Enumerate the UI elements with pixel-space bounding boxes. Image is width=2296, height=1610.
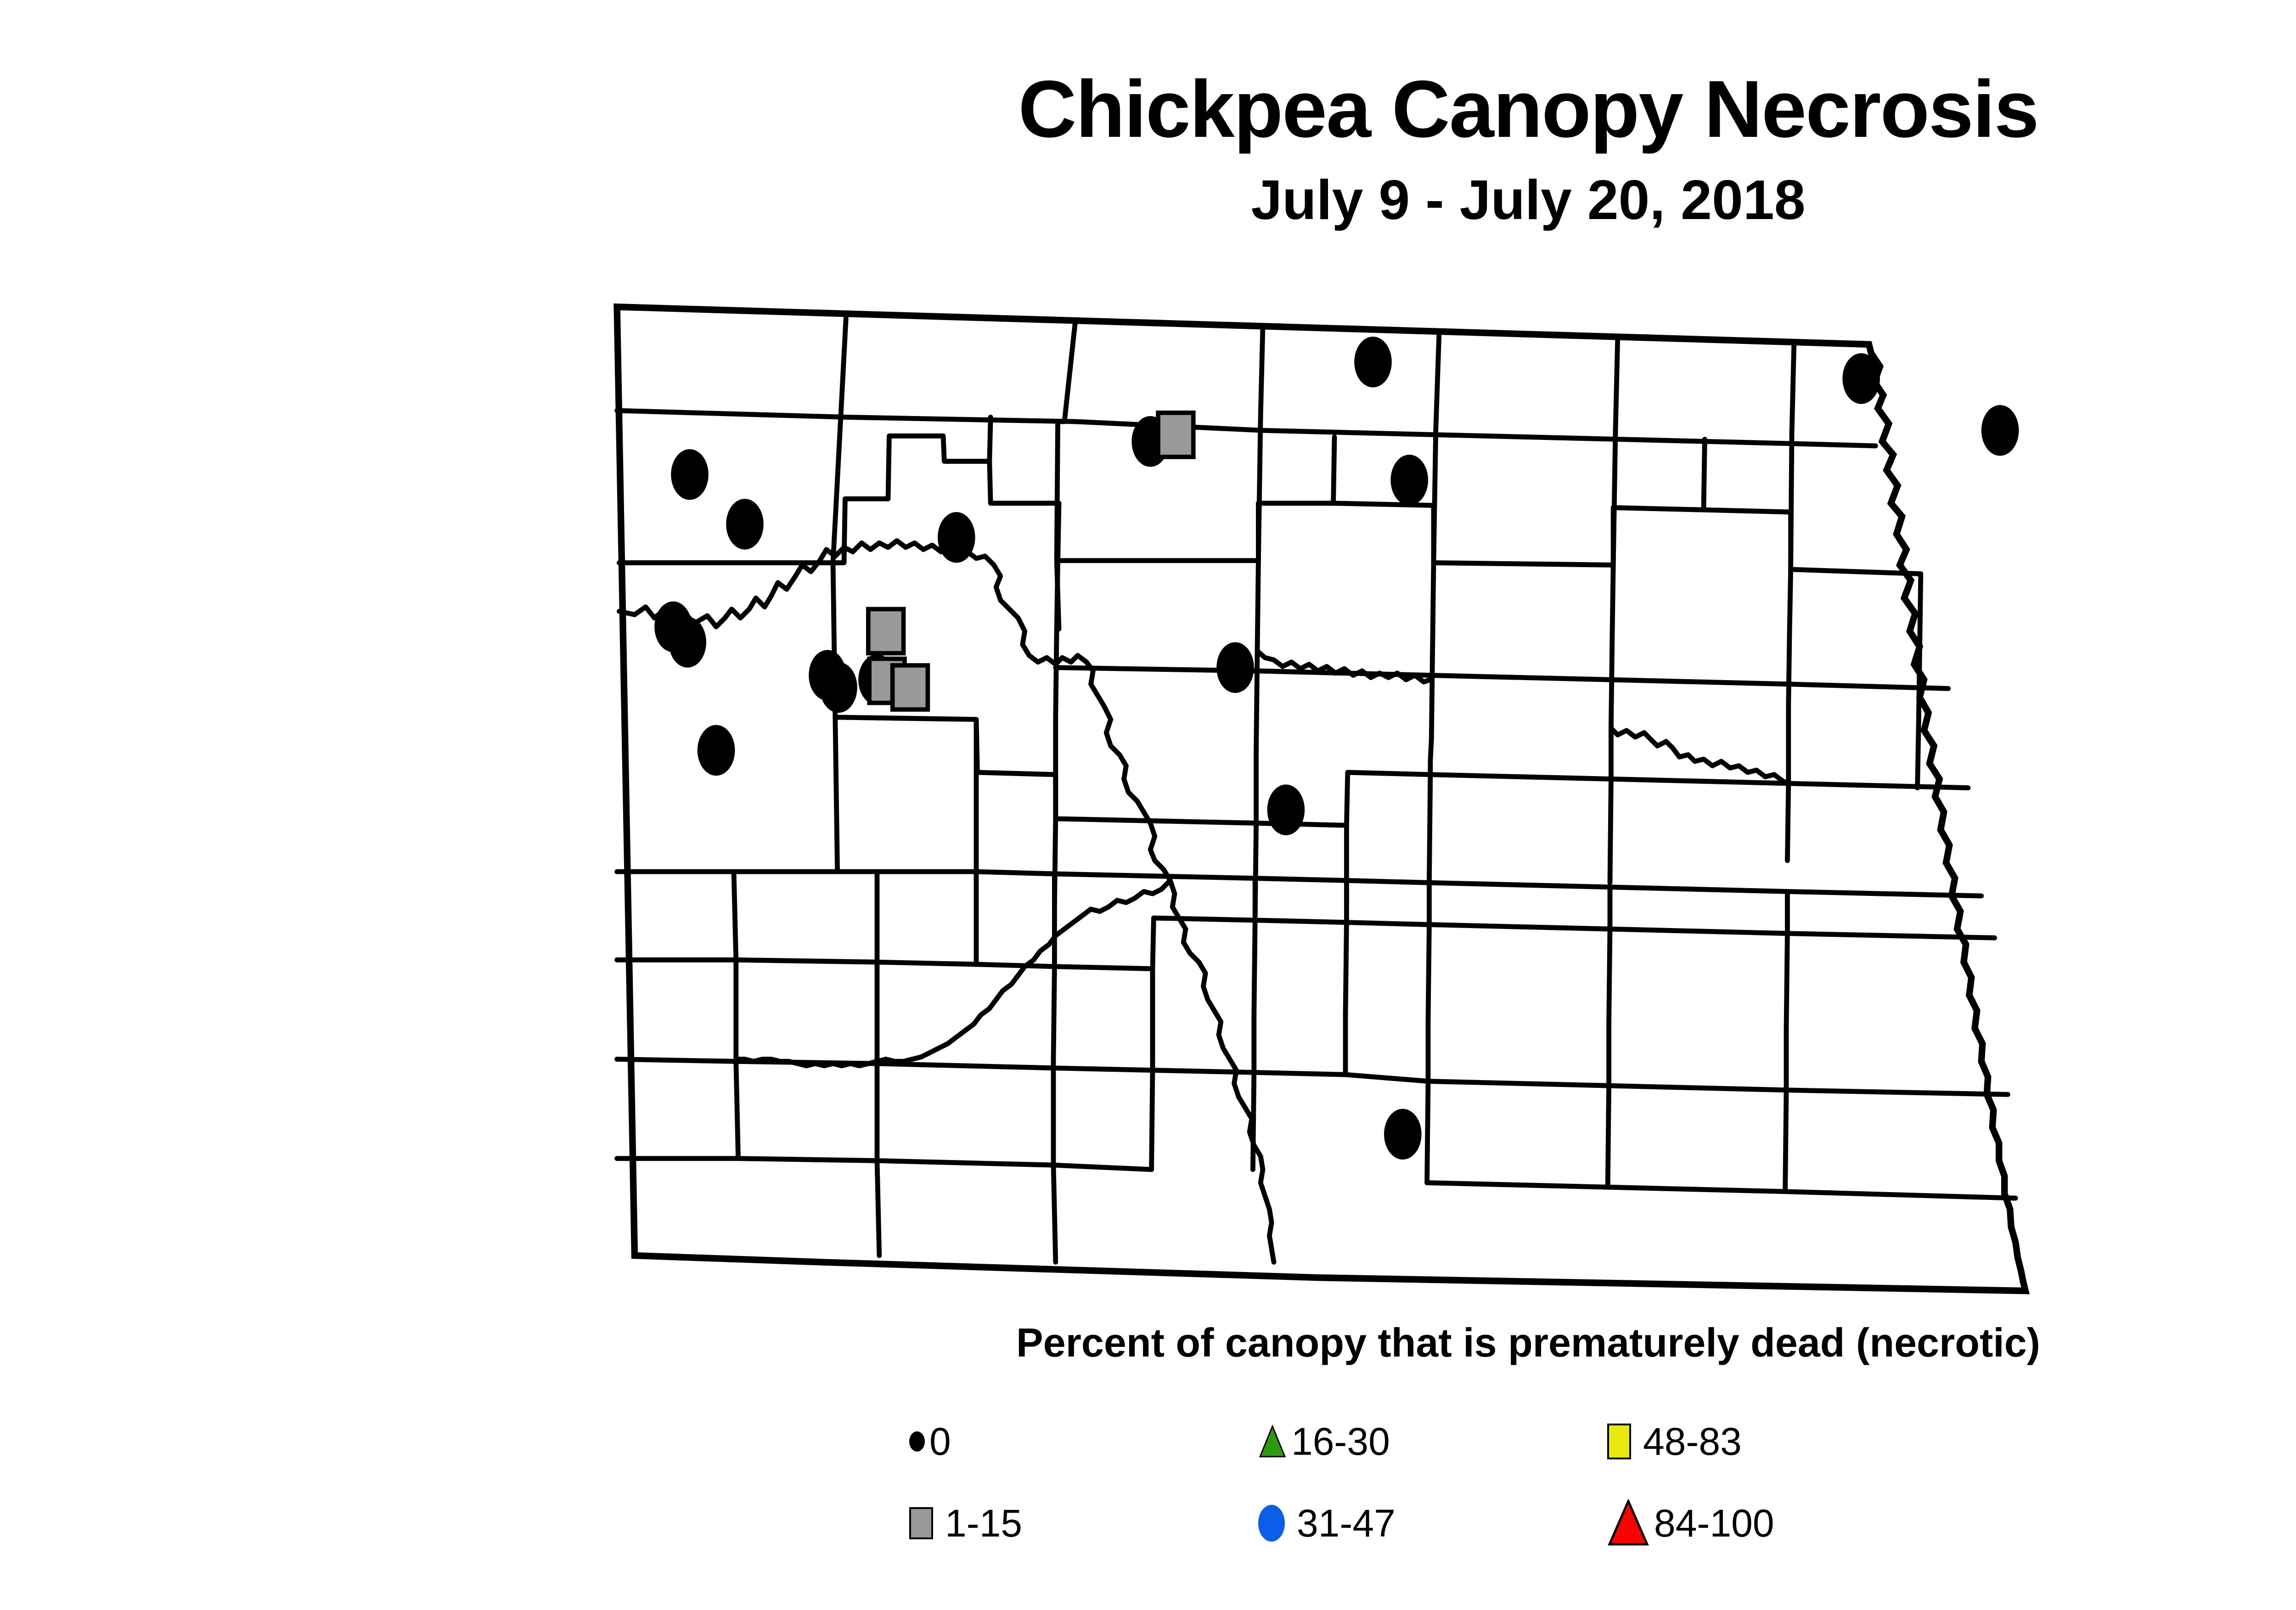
legend-item-84-100: 84-100 <box>1607 1499 1956 1547</box>
legend: Percent of canopy that is prematurely de… <box>0 1320 2296 1546</box>
data-point-zero <box>671 449 709 500</box>
legend-item-1-15: 1-15 <box>909 1504 1258 1542</box>
legend-label: 48-83 <box>1643 1420 1742 1463</box>
legend-label: 31-47 <box>1297 1502 1396 1545</box>
data-point-low <box>1156 411 1196 459</box>
page-subtitle: July 9 - July 20, 2018 <box>1251 169 1806 231</box>
triangle-red-icon <box>1607 1499 1649 1547</box>
title-block: Chickpea Canopy Necrosis July 9 - July 2… <box>0 69 2296 228</box>
data-point-zero <box>1216 642 1254 693</box>
triangle-green-icon <box>1258 1424 1287 1458</box>
ellipse-blue-icon <box>1258 1505 1285 1542</box>
sheyenne-river <box>1255 648 1433 685</box>
data-point-zero <box>697 725 735 776</box>
county-boundaries-tier3 <box>830 558 1951 822</box>
cannonball-river <box>736 878 1173 1069</box>
circle-black-icon <box>909 1431 925 1452</box>
data-point-zero <box>726 499 764 550</box>
state-boundary <box>613 303 2030 1295</box>
data-point-zero <box>1981 405 2019 456</box>
devils-lake <box>1609 726 1791 786</box>
data-point-low <box>890 663 930 712</box>
north-dakota-county-map <box>613 303 2030 1295</box>
county-boundaries-north <box>614 311 1878 632</box>
data-point-zero <box>1384 1109 1422 1160</box>
data-point-zero <box>669 617 706 668</box>
data-point-zero <box>820 662 857 713</box>
legend-item-48-83: 48-83 <box>1607 1422 1956 1461</box>
legend-title: Percent of canopy that is prematurely de… <box>1016 1320 2040 1365</box>
map-canvas <box>602 287 2255 1302</box>
data-point-zero <box>1390 455 1428 506</box>
legend-row: 1-15 31-47 84-100 <box>909 1482 2011 1564</box>
square-yellow-icon <box>1607 1424 1631 1459</box>
legend-item-31-47: 31-47 <box>1258 1504 1607 1542</box>
county-boundaries-lower <box>614 869 1997 1062</box>
county-boundaries-tier2 <box>617 415 1924 632</box>
legend-row: 0 16-30 48-83 <box>909 1401 2011 1482</box>
data-point-zero <box>1267 784 1305 835</box>
legend-item-0: 0 <box>909 1422 1258 1461</box>
missouri-river <box>1167 878 1277 1265</box>
legend-label: 0 <box>929 1420 951 1463</box>
page-title: Chickpea Canopy Necrosis <box>1018 64 2039 154</box>
legend-label: 16-30 <box>1291 1420 1390 1463</box>
legend-item-16-30: 16-30 <box>1258 1422 1607 1461</box>
legend-label: 84-100 <box>1654 1502 1774 1545</box>
legend-grid: 0 16-30 48-83 <box>909 1401 2011 1564</box>
data-point-zero <box>938 512 975 563</box>
data-points-low <box>866 411 1196 712</box>
data-point-low <box>866 607 906 656</box>
data-point-zero <box>1842 353 1880 404</box>
data-point-zero <box>1354 337 1392 388</box>
square-gray-icon <box>909 1507 933 1539</box>
legend-label: 1-15 <box>945 1502 1023 1545</box>
triangle-red-shape <box>1608 1499 1649 1546</box>
triangle-green-shape <box>1259 1424 1286 1458</box>
